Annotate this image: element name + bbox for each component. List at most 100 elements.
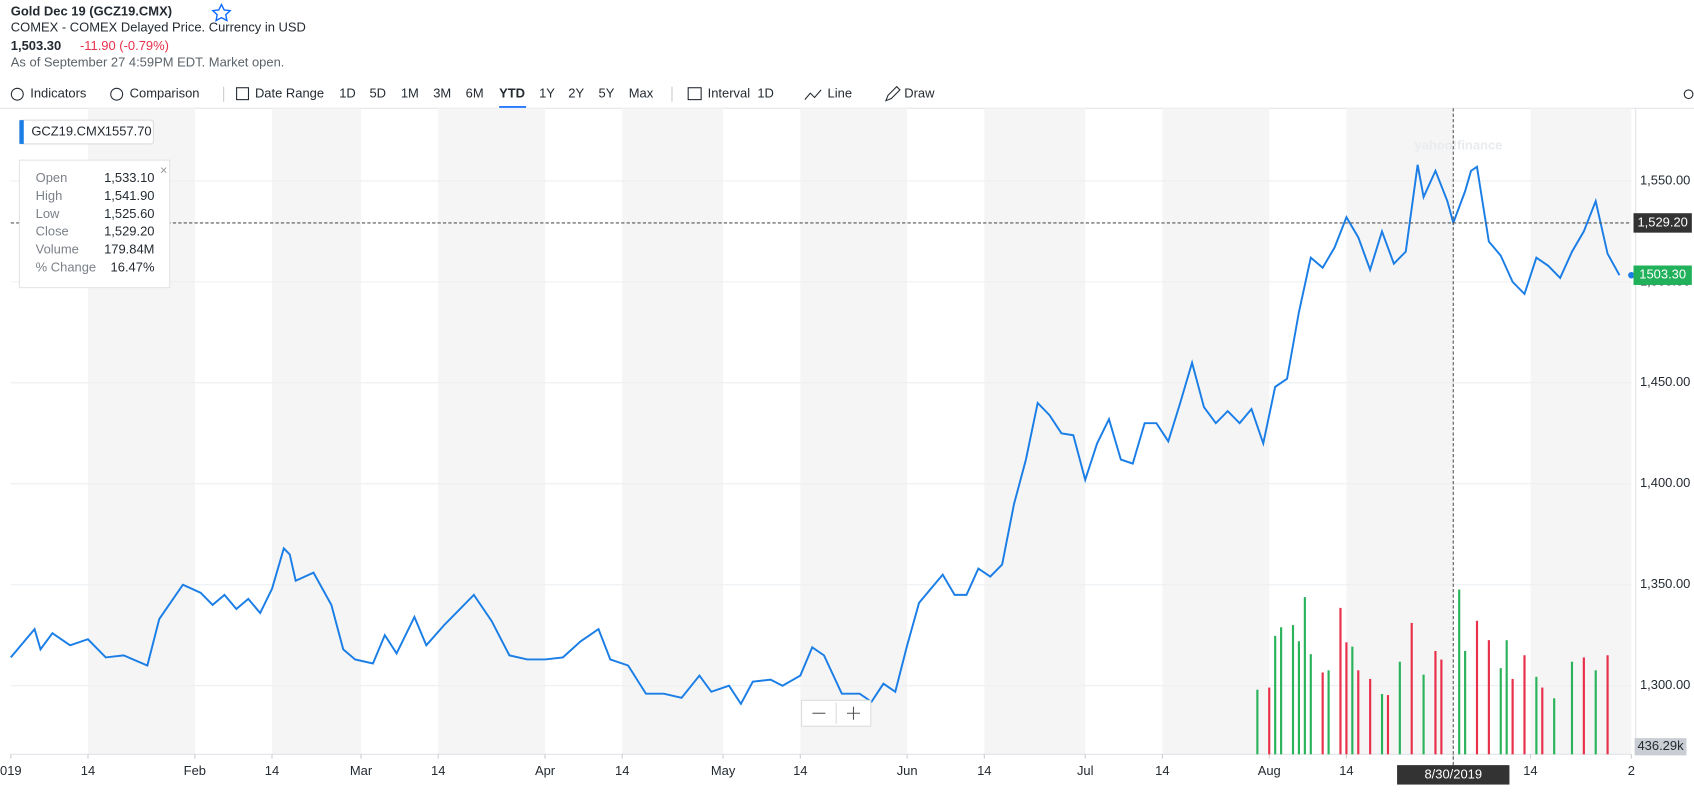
toolbar-item[interactable]: 1Y: [539, 86, 555, 101]
icon: [10, 87, 24, 101]
toolbar-item[interactable]: Interval: [708, 86, 751, 101]
x-tick-label: 019: [0, 763, 22, 778]
x-tick-label: 14: [615, 763, 629, 778]
volume-bar: [1505, 640, 1508, 755]
toolbar-item[interactable]: 1M: [401, 86, 419, 101]
tooltip-value: 1,533.10: [104, 170, 154, 185]
icon: [236, 87, 250, 101]
volume-bar: [1410, 622, 1413, 755]
x-tick-label: 14: [977, 763, 991, 778]
band: [438, 108, 546, 755]
x-tick-label: Mar: [350, 763, 373, 778]
tooltip-value: 1,541.90: [104, 188, 154, 203]
y-tick-label: 1,450.00: [1640, 374, 1690, 389]
tooltip-value: 179.84M: [104, 242, 154, 257]
toolbar-item[interactable]: Indicators: [30, 86, 87, 101]
volume-bar: [1321, 672, 1324, 755]
volume-label: 436.29k: [1637, 738, 1684, 753]
volume-bar: [1357, 670, 1360, 755]
volume-bar: [1268, 687, 1271, 755]
volume-bar: [1535, 676, 1538, 755]
x-tick-label: Feb: [184, 763, 206, 778]
volume-bar: [1606, 655, 1609, 755]
tooltip-label: Volume: [36, 242, 79, 257]
toolbar-item[interactable]: 6M: [466, 86, 484, 101]
crosshair-x-label: 8/30/2019: [1424, 766, 1482, 781]
volume-bar: [1553, 698, 1556, 755]
toolbar-item[interactable]: Line: [828, 86, 852, 101]
volume-bar: [1434, 650, 1437, 755]
volume-bar: [1487, 640, 1490, 755]
volume-bar: [1523, 655, 1526, 755]
volume-bar: [1380, 694, 1384, 755]
tooltip-label: Close: [36, 224, 69, 239]
toolbar-item[interactable]: 1D: [757, 86, 774, 101]
volume-bar: [1541, 687, 1544, 755]
band: [800, 108, 908, 755]
tooltip-value: 1,529.20: [104, 224, 154, 239]
change: -11.90 (-0.79%): [80, 38, 169, 53]
y-tick-label: 1,550.00: [1640, 172, 1690, 187]
volume-bar: [1422, 674, 1425, 755]
volume-bar: [1464, 650, 1467, 755]
band: [1346, 108, 1454, 755]
toolbar-item[interactable]: 5Y: [599, 86, 615, 101]
last-label: 1503.30: [1639, 267, 1686, 282]
x-tick-label: May: [711, 763, 736, 778]
volume-bar: [1475, 620, 1479, 755]
toolbar-item[interactable]: YTD: [499, 86, 525, 101]
band: [1162, 108, 1270, 755]
zoom-in[interactable]: [847, 706, 860, 720]
x-tick-label: Jun: [897, 763, 918, 778]
volume-bar: [1386, 695, 1390, 755]
volume-bar: [1339, 607, 1342, 755]
volume-bar: [1351, 646, 1354, 755]
volume-bar: [1297, 641, 1301, 755]
x-tick-label: 14: [1339, 763, 1353, 778]
volume-bar: [1582, 657, 1585, 755]
watch-star[interactable]: [211, 2, 232, 22]
toolbar-item[interactable]: Draw: [904, 86, 935, 101]
crosshair-x-badge: [1397, 765, 1510, 785]
last-badge: [1633, 265, 1692, 285]
volume-bar: [1303, 597, 1306, 755]
x-tick-label: Aug: [1258, 763, 1281, 778]
volume-bar: [1256, 689, 1259, 755]
toolbar: Indicators Comparison Date Range 1D 5D 1M 3M 6M…: [10, 86, 1694, 110]
crosshair-y-badge: [1633, 213, 1692, 233]
x-tick-label: 14: [793, 763, 807, 778]
tooltip-value: 1,525.60: [104, 206, 154, 221]
plot: yahoo!finance 1,300.00 1,350.00 1,400.00 1,4…: [0, 108, 1692, 785]
toolbar-item[interactable]: 2Y: [568, 86, 584, 101]
settings[interactable]: [1683, 89, 1694, 100]
icon: [804, 89, 822, 100]
volume-bar: [1280, 627, 1283, 755]
volume-bar: [1499, 668, 1502, 755]
volume-bar: [1440, 659, 1443, 755]
toolbar-item[interactable]: Max: [629, 86, 654, 101]
x-tick-label: 14: [1155, 763, 1169, 778]
x-tick-label: 14: [81, 763, 95, 778]
volume-bar: [1458, 589, 1461, 755]
icon: [110, 87, 124, 101]
toolbar-item[interactable]: Comparison: [130, 86, 200, 101]
tooltip-close[interactable]: ×: [160, 162, 168, 177]
volume-bar: [1369, 678, 1372, 755]
volume-bar: [1274, 635, 1277, 755]
y-tick-label: 1,400.00: [1640, 475, 1690, 490]
title: Gold Dec 19 (GCZ19.CMX): [11, 4, 172, 19]
toolbar-item[interactable]: 3M: [433, 86, 451, 101]
price-line: [10, 164, 1621, 706]
toolbar-item[interactable]: Date Range: [255, 86, 324, 101]
x-tick-label: Apr: [535, 763, 556, 778]
band: [984, 108, 1086, 755]
tooltip-label: Open: [36, 170, 68, 185]
toolbar-item[interactable]: 1D: [339, 86, 356, 101]
x-tick-label: Jul: [1077, 763, 1094, 778]
legend-name[interactable]: GCZ19.CMX: [31, 123, 105, 138]
y-tick-label: 1,350.00: [1640, 576, 1690, 591]
toolbar-item[interactable]: 5D: [369, 86, 386, 101]
legend-swatch: [19, 120, 24, 144]
volume-bar: [1594, 670, 1597, 755]
tooltip-value: 16.47%: [111, 260, 155, 275]
